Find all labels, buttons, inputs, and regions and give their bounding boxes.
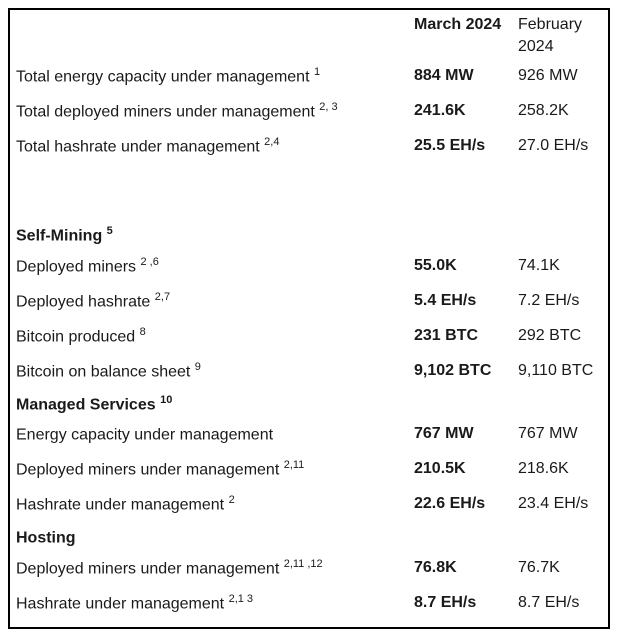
value-current: 767 MW [414, 417, 518, 452]
table-row: Total hashrate under management 2,4 25.5… [16, 129, 614, 164]
section-self-mining: Self-Mining 5 [16, 220, 614, 249]
value-current: 241.6K [414, 94, 518, 129]
table-row: Bitcoin on balance sheet 9 9,102 BTC 9,1… [16, 354, 614, 389]
col-header-february: February 2024 [518, 14, 614, 59]
table-row: Bitcoin produced 8 231 BTC 292 BTC [16, 319, 614, 354]
value-current: 76.8K [414, 551, 518, 586]
value-prior: 292 BTC [518, 319, 614, 354]
table-row: Deployed hashrate 2,7 5.4 EH/s 7.2 EH/s [16, 284, 614, 319]
table-row: Hashrate under management 2,1 3 8.7 EH/s… [16, 586, 614, 621]
table-row: Deployed miners 2 ,6 55.0K 74.1K [16, 249, 614, 284]
section-title: Managed Services 10 [16, 389, 614, 418]
row-label: Energy capacity under management [16, 417, 414, 452]
value-current: 25.5 EH/s [414, 129, 518, 164]
value-current: 884 MW [414, 59, 518, 94]
table-row: Total energy capacity under management 1… [16, 59, 614, 94]
value-current: 22.6 EH/s [414, 487, 518, 522]
value-prior: 27.0 EH/s [518, 129, 614, 164]
col-header-march: March 2024 [414, 14, 518, 59]
value-prior: 8.7 EH/s [518, 586, 614, 621]
row-label: Hashrate under management 2,1 3 [16, 586, 414, 621]
row-label: Deployed miners under management 2,11 [16, 452, 414, 487]
value-prior: 76.7K [518, 551, 614, 586]
value-current: 9,102 BTC [414, 354, 518, 389]
section-managed-services: Managed Services 10 [16, 389, 614, 418]
row-label: Total hashrate under management 2,4 [16, 129, 414, 164]
value-prior: 218.6K [518, 452, 614, 487]
row-label: Bitcoin on balance sheet 9 [16, 354, 414, 389]
table-row: Energy capacity under management 767 MW … [16, 417, 614, 452]
section-title: Hosting [16, 522, 614, 551]
value-prior: 74.1K [518, 249, 614, 284]
table-row: Deployed miners under management 2,11 ,1… [16, 551, 614, 586]
row-label: Deployed miners 2 ,6 [16, 249, 414, 284]
section-hosting: Hosting [16, 522, 614, 551]
spacer-row [16, 164, 614, 220]
value-prior: 9,110 BTC [518, 354, 614, 389]
metrics-table-frame: March 2024 February 2024 Total energy ca… [8, 8, 610, 629]
value-prior: 23.4 EH/s [518, 487, 614, 522]
value-prior: 7.2 EH/s [518, 284, 614, 319]
metrics-table: March 2024 February 2024 Total energy ca… [16, 14, 614, 621]
header-row: March 2024 February 2024 [16, 14, 614, 59]
value-prior: 258.2K [518, 94, 614, 129]
value-current: 8.7 EH/s [414, 586, 518, 621]
value-prior: 767 MW [518, 417, 614, 452]
row-label: Total deployed miners under management 2… [16, 94, 414, 129]
value-current: 231 BTC [414, 319, 518, 354]
row-label: Total energy capacity under management 1 [16, 59, 414, 94]
value-current: 210.5K [414, 452, 518, 487]
value-prior: 926 MW [518, 59, 614, 94]
row-label: Hashrate under management 2 [16, 487, 414, 522]
row-label: Deployed hashrate 2,7 [16, 284, 414, 319]
metrics-table-body: March 2024 February 2024 Total energy ca… [16, 14, 614, 621]
table-row: Total deployed miners under management 2… [16, 94, 614, 129]
row-label: Deployed miners under management 2,11 ,1… [16, 551, 414, 586]
value-current: 5.4 EH/s [414, 284, 518, 319]
value-current: 55.0K [414, 249, 518, 284]
table-row: Hashrate under management 2 22.6 EH/s 23… [16, 487, 614, 522]
section-title: Self-Mining 5 [16, 220, 614, 249]
table-row: Deployed miners under management 2,11 21… [16, 452, 614, 487]
row-label: Bitcoin produced 8 [16, 319, 414, 354]
